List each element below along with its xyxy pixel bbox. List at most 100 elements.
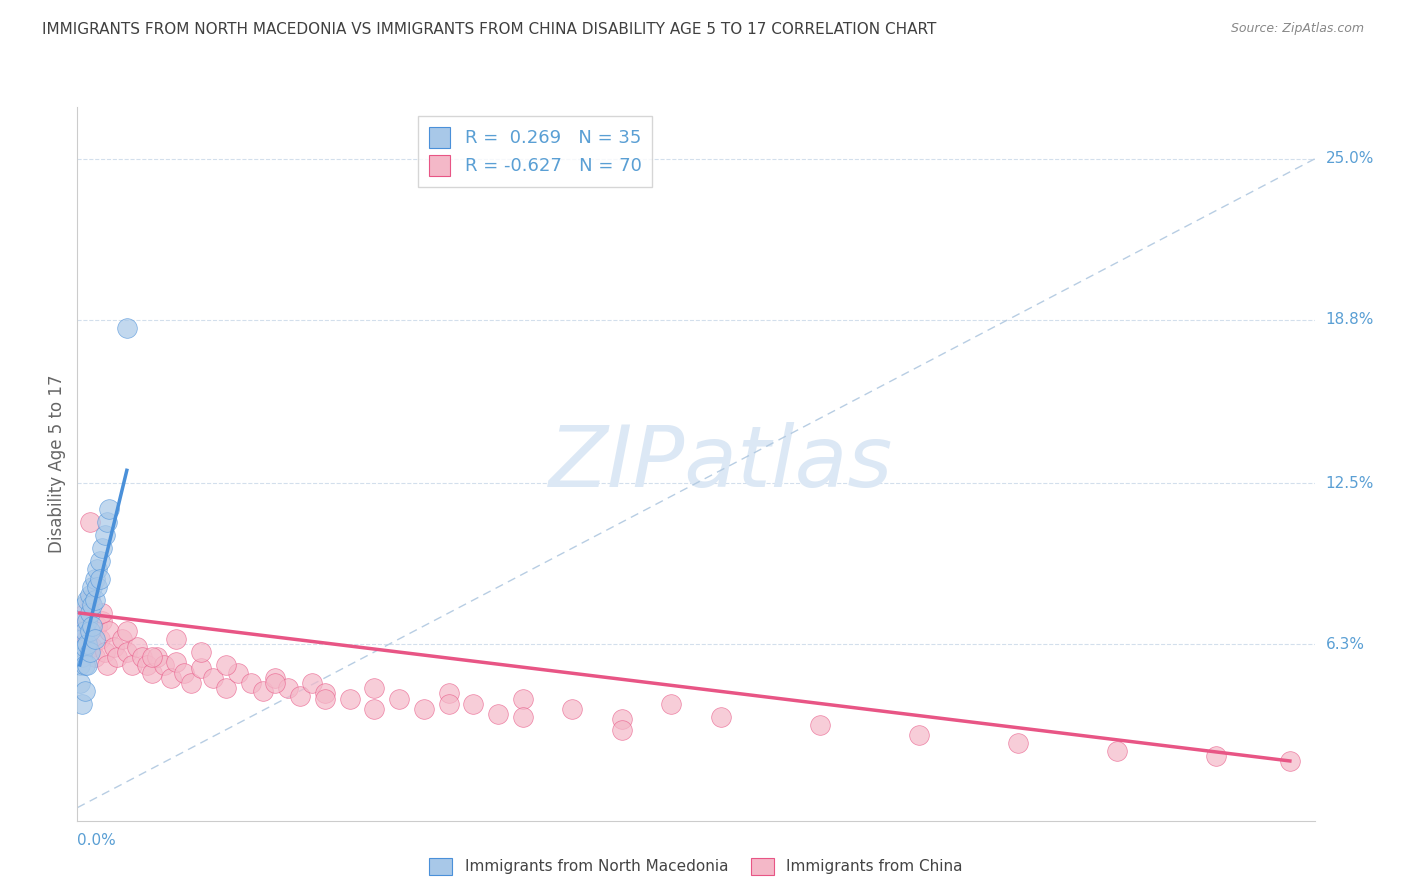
Point xyxy=(105,650,128,665)
Point xyxy=(73,684,96,698)
Point xyxy=(79,645,101,659)
Point xyxy=(83,572,105,586)
Point xyxy=(86,580,108,594)
Point xyxy=(73,657,96,672)
Point xyxy=(79,624,101,639)
Point xyxy=(72,650,94,665)
Point xyxy=(69,614,91,628)
Point xyxy=(190,645,212,659)
Point xyxy=(121,657,143,672)
Point xyxy=(98,502,121,516)
Point xyxy=(153,657,176,672)
Point xyxy=(561,702,583,716)
Text: IMMIGRANTS FROM NORTH MACEDONIA VS IMMIGRANTS FROM CHINA DISABILITY AGE 5 TO 17 : IMMIGRANTS FROM NORTH MACEDONIA VS IMMIG… xyxy=(42,22,936,37)
Point xyxy=(1205,748,1227,763)
Point xyxy=(437,697,460,711)
Point xyxy=(363,702,385,716)
Point xyxy=(76,614,98,628)
Point xyxy=(215,681,238,696)
Point xyxy=(96,515,118,529)
Point xyxy=(710,710,733,724)
Text: 12.5%: 12.5% xyxy=(1326,475,1374,491)
Legend: Immigrants from North Macedonia, Immigrants from China: Immigrants from North Macedonia, Immigra… xyxy=(420,848,972,884)
Point xyxy=(141,665,163,680)
Point xyxy=(72,614,94,628)
Point xyxy=(512,710,534,724)
Point xyxy=(131,650,153,665)
Point xyxy=(463,697,485,711)
Point xyxy=(160,671,183,685)
Point xyxy=(135,657,157,672)
Point xyxy=(1278,754,1301,768)
Point xyxy=(288,689,311,703)
Point xyxy=(96,657,118,672)
Point xyxy=(226,665,249,680)
Point xyxy=(72,697,94,711)
Point xyxy=(277,681,299,696)
Point xyxy=(412,702,434,716)
Point xyxy=(239,676,262,690)
Text: 0.0%: 0.0% xyxy=(77,833,117,848)
Point xyxy=(165,656,187,670)
Point xyxy=(264,671,287,685)
Point xyxy=(1105,743,1128,757)
Point xyxy=(125,640,148,654)
Point xyxy=(437,686,460,700)
Point xyxy=(73,640,96,654)
Point xyxy=(115,320,138,334)
Point xyxy=(79,593,101,607)
Point xyxy=(79,588,101,602)
Point xyxy=(79,515,101,529)
Point xyxy=(83,632,105,646)
Point xyxy=(180,676,202,690)
Point xyxy=(82,580,104,594)
Text: 6.3%: 6.3% xyxy=(1326,637,1365,652)
Point xyxy=(252,684,274,698)
Point xyxy=(73,606,96,620)
Point xyxy=(89,554,111,568)
Point xyxy=(103,640,125,654)
Point xyxy=(808,717,831,731)
Point xyxy=(1007,736,1029,750)
Point xyxy=(73,624,96,639)
Point xyxy=(82,619,104,633)
Point xyxy=(73,599,96,613)
Point xyxy=(89,572,111,586)
Text: ZIPatlas: ZIPatlas xyxy=(548,422,893,506)
Point xyxy=(173,665,195,680)
Point xyxy=(76,593,98,607)
Point xyxy=(91,541,114,556)
Point xyxy=(659,697,682,711)
Point xyxy=(76,632,98,646)
Point xyxy=(264,676,287,690)
Point xyxy=(82,599,104,613)
Point xyxy=(98,624,121,639)
Point xyxy=(165,632,187,646)
Point xyxy=(363,681,385,696)
Point xyxy=(91,614,114,628)
Point xyxy=(486,707,509,722)
Point xyxy=(145,650,167,665)
Text: 18.8%: 18.8% xyxy=(1326,312,1374,327)
Point xyxy=(69,676,91,690)
Y-axis label: Disability Age 5 to 17: Disability Age 5 to 17 xyxy=(48,375,66,553)
Point xyxy=(115,624,138,639)
Point xyxy=(93,528,115,542)
Point xyxy=(83,650,105,665)
Point xyxy=(190,660,212,674)
Point xyxy=(141,650,163,665)
Text: 25.0%: 25.0% xyxy=(1326,152,1374,167)
Point xyxy=(907,728,929,742)
Point xyxy=(111,632,134,646)
Text: Source: ZipAtlas.com: Source: ZipAtlas.com xyxy=(1230,22,1364,36)
Point xyxy=(339,691,361,706)
Point xyxy=(69,645,91,659)
Point xyxy=(79,606,101,620)
Point xyxy=(82,640,104,654)
Point xyxy=(93,645,115,659)
Point xyxy=(86,619,108,633)
Point xyxy=(83,593,105,607)
Point xyxy=(610,723,633,737)
Point xyxy=(115,645,138,659)
Point xyxy=(388,691,411,706)
